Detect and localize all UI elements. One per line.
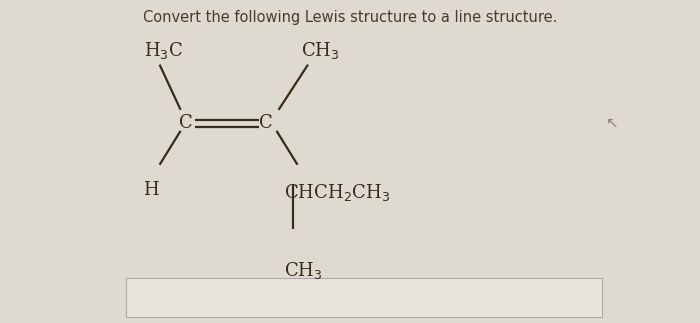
Text: Convert the following Lewis structure to a line structure.: Convert the following Lewis structure to… — [143, 10, 557, 25]
Text: ↖: ↖ — [606, 115, 619, 130]
Text: C: C — [178, 114, 192, 132]
Text: CH$_3$: CH$_3$ — [301, 40, 340, 61]
Text: CH$_3$: CH$_3$ — [284, 260, 322, 281]
Text: H: H — [144, 181, 159, 199]
Text: CHCH$_2$CH$_3$: CHCH$_2$CH$_3$ — [284, 182, 390, 203]
Text: C: C — [259, 114, 273, 132]
FancyBboxPatch shape — [126, 278, 602, 317]
Text: H$_3$C: H$_3$C — [144, 40, 183, 61]
